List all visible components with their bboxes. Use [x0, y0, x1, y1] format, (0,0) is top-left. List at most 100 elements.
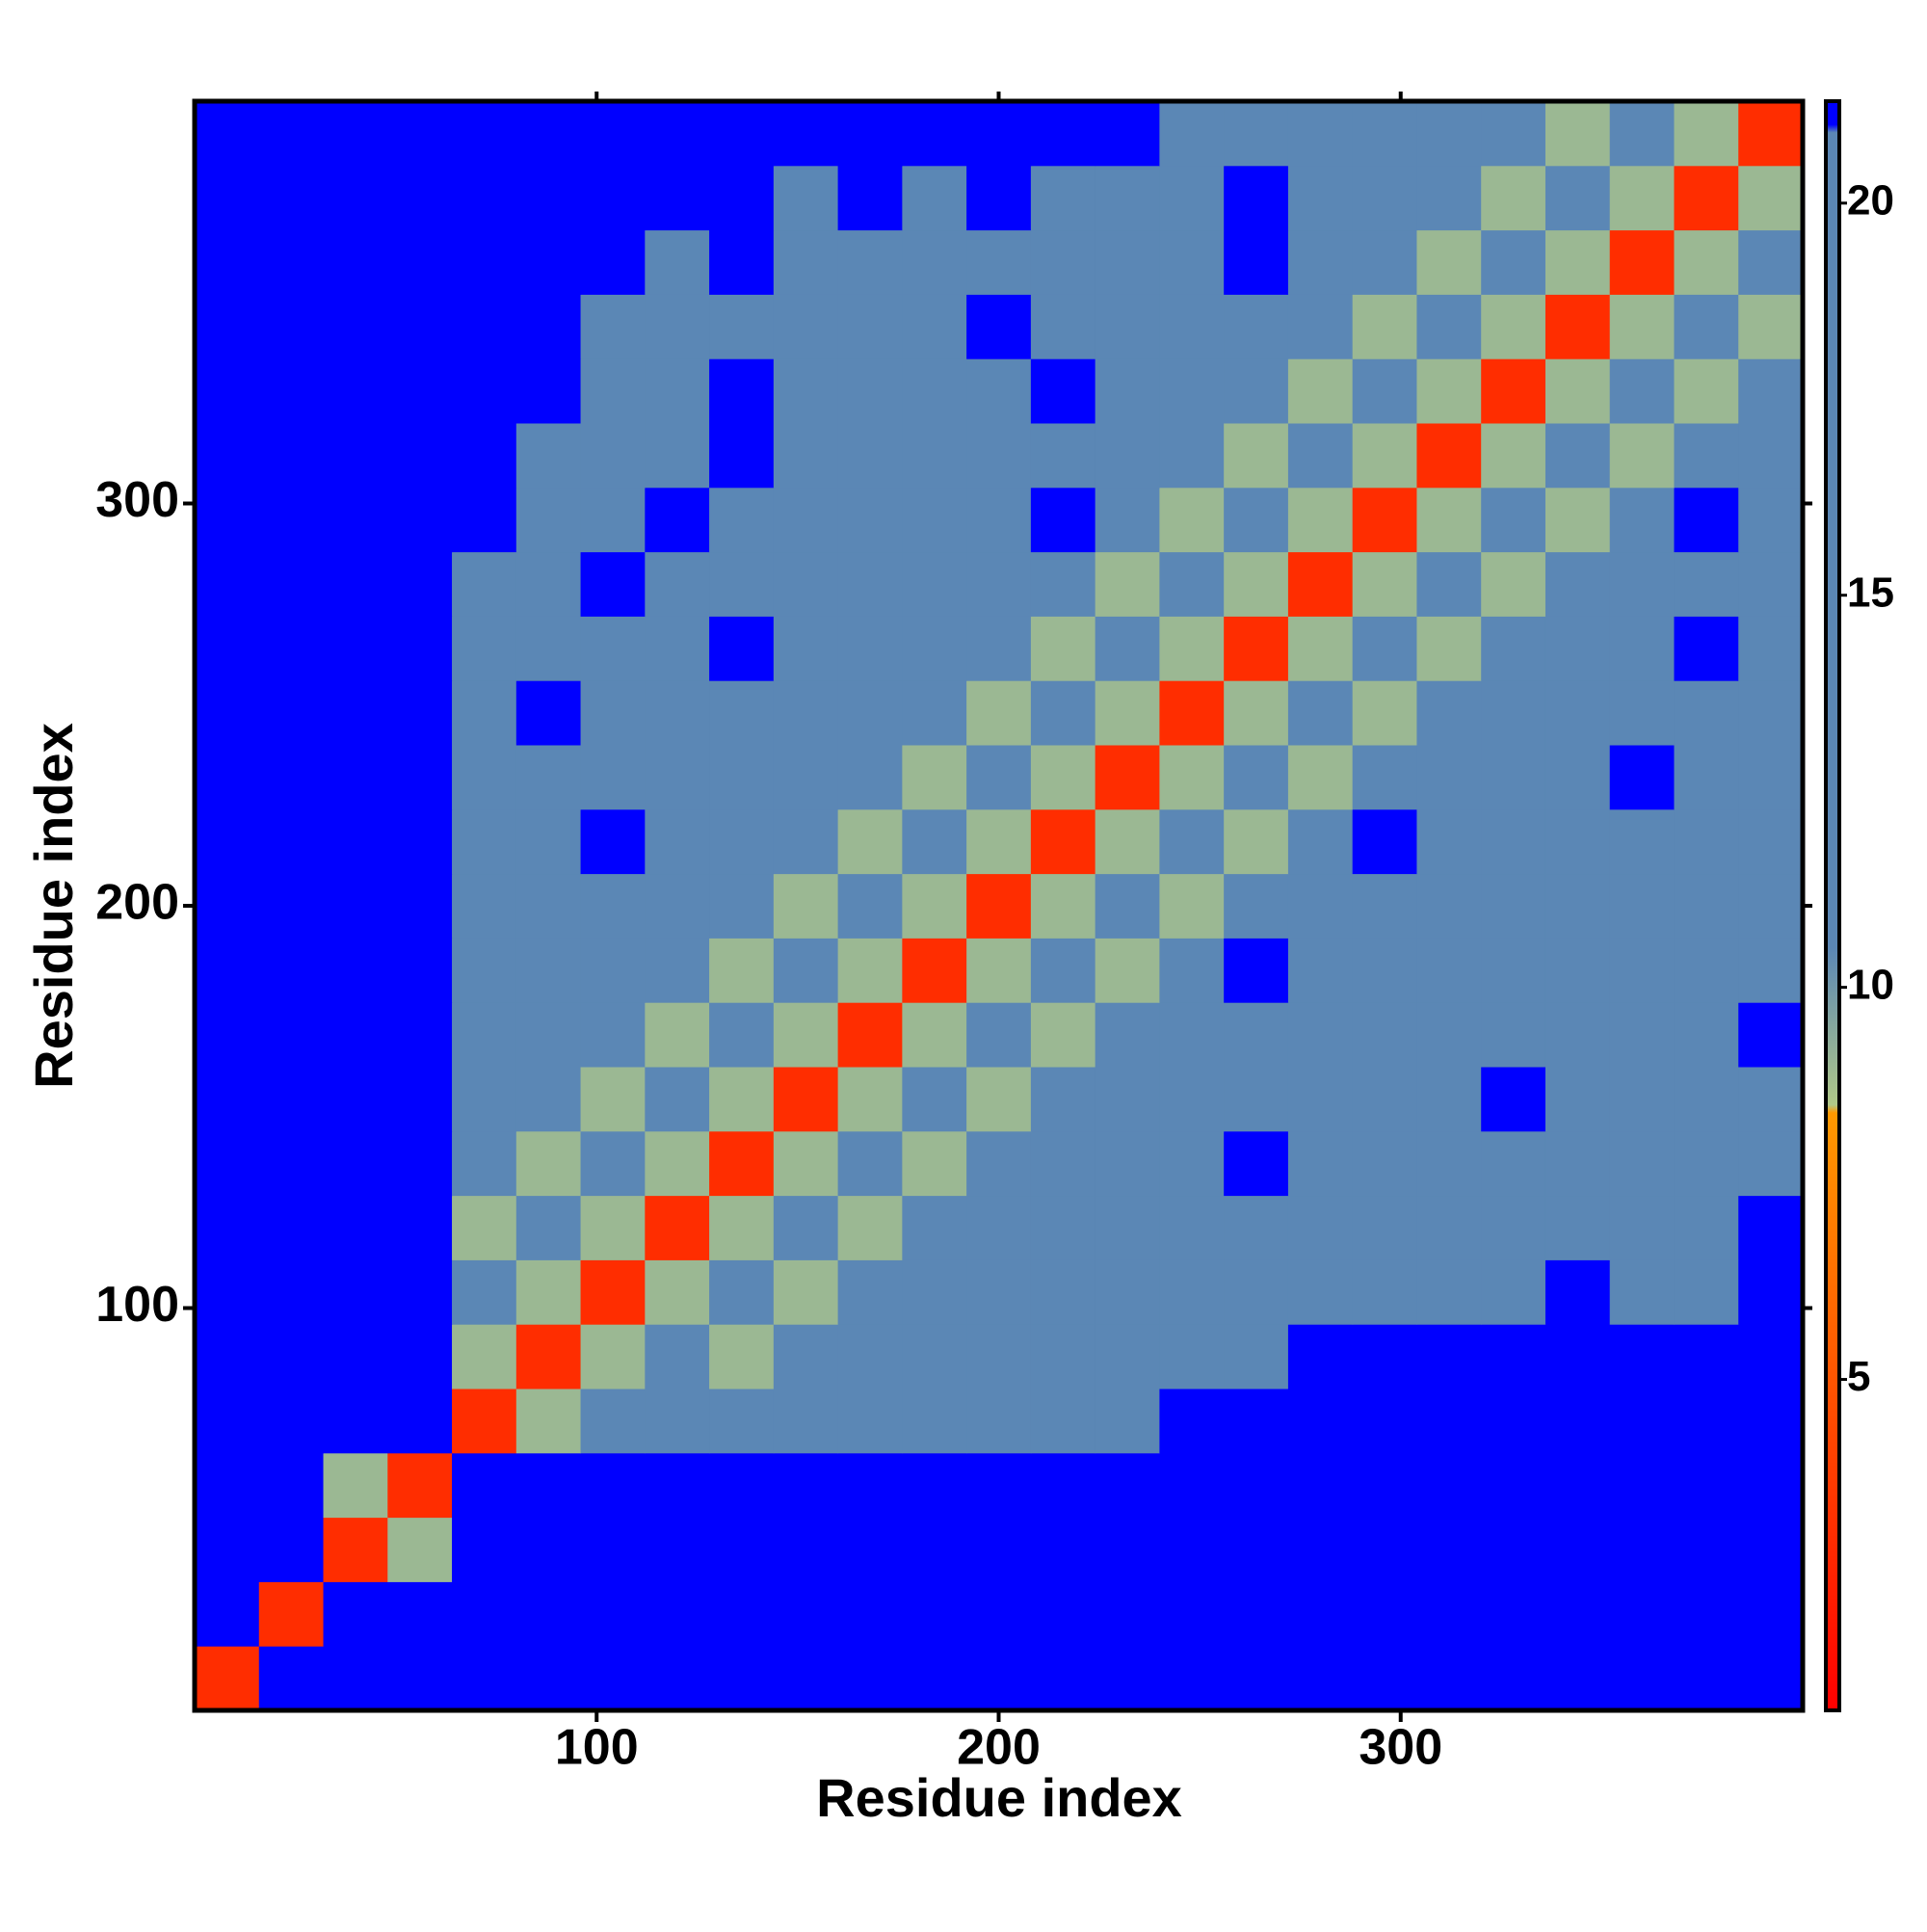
heatmap-cell — [1030, 294, 1096, 359]
heatmap-cell — [837, 1517, 903, 1582]
heatmap-cell — [580, 745, 646, 810]
heatmap-cell — [1674, 808, 1739, 875]
heatmap-cell — [1352, 1517, 1417, 1582]
heatmap-cell — [966, 1646, 1032, 1711]
heatmap-cell — [1287, 1195, 1354, 1260]
heatmap-cell — [1352, 616, 1417, 681]
heatmap-cell — [773, 680, 839, 746]
heatmap-cell — [966, 745, 1032, 810]
heatmap-cell — [1287, 1324, 1354, 1389]
heatmap-cell — [837, 1324, 903, 1389]
heatmap-cell — [1544, 1195, 1611, 1260]
heatmap-cell — [773, 551, 839, 617]
heatmap-cell — [195, 745, 260, 810]
heatmap-cell — [773, 358, 839, 424]
heatmap-cell — [1674, 873, 1739, 939]
heatmap-cell — [1159, 1452, 1225, 1519]
heatmap-cell — [258, 1646, 325, 1711]
heatmap-cell — [1416, 229, 1482, 295]
heatmap-cell — [709, 1389, 775, 1454]
heatmap-cell — [1544, 1389, 1611, 1454]
heatmap-cell — [1544, 1259, 1611, 1325]
heatmap-cell — [645, 165, 710, 231]
heatmap-cell — [773, 1130, 839, 1197]
heatmap-cell — [323, 680, 388, 746]
heatmap-cell — [837, 680, 903, 746]
heatmap-cell — [773, 808, 839, 875]
heatmap-cell — [709, 165, 775, 231]
heatmap-cell — [580, 1067, 646, 1132]
heatmap-cell — [1544, 358, 1611, 424]
heatmap-cell — [1544, 1517, 1611, 1582]
heatmap-cell — [1159, 101, 1225, 167]
heatmap-cell — [645, 1389, 710, 1454]
heatmap-cell — [709, 1259, 775, 1325]
heatmap-cell — [1416, 358, 1482, 424]
heatmap-cell — [1674, 229, 1739, 295]
heatmap-cell — [1352, 1195, 1417, 1260]
heatmap-cell — [1224, 1130, 1289, 1197]
heatmap-cell — [1030, 165, 1096, 231]
heatmap-cell — [1481, 1389, 1546, 1454]
heatmap-cell — [1030, 873, 1096, 939]
heatmap-cell — [709, 1581, 775, 1647]
heatmap-cell — [1481, 616, 1546, 681]
heatmap-cell — [1224, 1646, 1289, 1711]
heatmap-cell — [195, 808, 260, 875]
heatmap-cell — [966, 1002, 1032, 1068]
heatmap-cell — [1674, 745, 1739, 810]
heatmap-cell — [1159, 229, 1225, 295]
heatmap-cell — [195, 616, 260, 681]
heatmap-cell — [966, 1581, 1032, 1647]
heatmap-cell — [195, 551, 260, 617]
heatmap-cell — [1224, 1259, 1289, 1325]
heatmap-cell — [1030, 616, 1096, 681]
heatmap-cell — [966, 680, 1032, 746]
heatmap-cell — [323, 938, 388, 1003]
heatmap-cell — [1287, 423, 1354, 489]
heatmap-cell — [1416, 745, 1482, 810]
heatmap-cell — [645, 1130, 710, 1197]
heatmap-cell — [323, 1324, 388, 1389]
heatmap-cell — [773, 294, 839, 359]
heatmap-cell — [837, 938, 903, 1003]
heatmap-cell — [195, 358, 260, 424]
heatmap-cell — [1738, 551, 1804, 617]
heatmap-cell — [580, 1517, 646, 1582]
heatmap-cell — [1738, 1002, 1804, 1068]
heatmap-cell — [1738, 1517, 1804, 1582]
heatmap-cell — [902, 1002, 967, 1068]
heatmap-cell — [580, 1195, 646, 1260]
heatmap-cell — [1159, 1646, 1225, 1711]
heatmap-cell — [1416, 1389, 1482, 1454]
heatmap-cell — [452, 1646, 517, 1711]
heatmap-cell — [1738, 1130, 1804, 1197]
heatmap-cell — [1609, 1581, 1675, 1647]
heatmap-cell — [1224, 1067, 1289, 1132]
heatmap-cell — [515, 1452, 582, 1519]
heatmap-cell — [452, 165, 517, 231]
heatmap-cell — [966, 101, 1032, 167]
heatmap-cell — [1674, 294, 1739, 359]
heatmap-cell — [515, 294, 582, 359]
heatmap-cell — [1674, 423, 1739, 489]
heatmap-cell — [1674, 165, 1739, 231]
heatmap-cell — [1095, 1002, 1160, 1068]
heatmap-cell — [1352, 745, 1417, 810]
heatmap-cell — [1287, 294, 1354, 359]
heatmap-cell — [1481, 1130, 1546, 1197]
heatmap-cell — [902, 101, 967, 167]
heatmap-cell — [1738, 1452, 1804, 1519]
heatmap-cell — [387, 938, 453, 1003]
heatmap-cell — [645, 358, 710, 424]
heatmap-cell — [1159, 873, 1225, 939]
heatmap-cell — [515, 808, 582, 875]
heatmap-cell — [1738, 1067, 1804, 1132]
heatmap-cell — [966, 1067, 1032, 1132]
heatmap-cell — [387, 680, 453, 746]
heatmap-cell — [966, 1452, 1032, 1519]
heatmap-cell — [323, 551, 388, 617]
heatmap-cell — [1481, 1581, 1546, 1647]
heatmap-cell — [966, 1324, 1032, 1389]
heatmap-cell — [1738, 101, 1804, 167]
